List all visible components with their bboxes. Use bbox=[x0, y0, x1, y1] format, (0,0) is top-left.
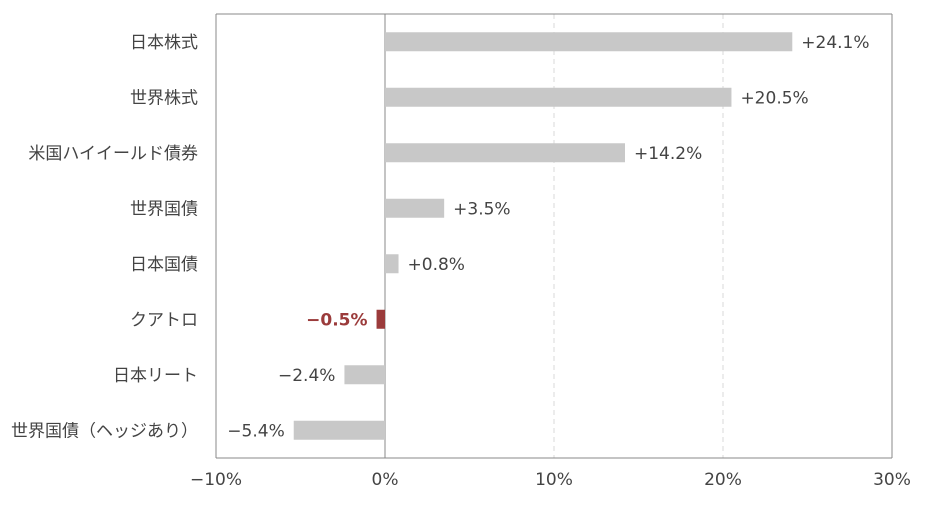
category-label: クアトロ bbox=[130, 310, 198, 330]
value-label: −2.4% bbox=[278, 366, 335, 386]
x-tick-label: −10% bbox=[190, 470, 242, 490]
bar bbox=[344, 365, 385, 385]
value-label: +0.8% bbox=[408, 255, 465, 275]
category-label: 日本国債 bbox=[130, 255, 198, 275]
category-label: 世界国債 bbox=[130, 199, 198, 219]
x-tick-label: 10% bbox=[535, 470, 573, 490]
bar bbox=[293, 420, 385, 440]
bar bbox=[385, 254, 399, 274]
value-label: +24.1% bbox=[801, 33, 869, 53]
category-label: 日本株式 bbox=[130, 33, 198, 53]
x-tick-label: 0% bbox=[372, 470, 399, 490]
bar bbox=[385, 143, 625, 163]
category-label: 世界株式 bbox=[130, 88, 198, 108]
value-label: −5.4% bbox=[227, 421, 284, 441]
value-label: −0.5% bbox=[306, 310, 367, 330]
value-label: +14.2% bbox=[634, 144, 702, 164]
bar bbox=[385, 87, 732, 107]
value-label: +3.5% bbox=[453, 199, 510, 219]
category-label: 米国ハイイールド債券 bbox=[28, 144, 198, 164]
bar bbox=[385, 32, 793, 52]
bar bbox=[376, 309, 385, 329]
bar bbox=[385, 198, 445, 218]
category-label: 世界国債（ヘッジあり） bbox=[11, 421, 198, 441]
category-label: 日本リート bbox=[113, 366, 198, 386]
value-label: +20.5% bbox=[740, 88, 808, 108]
x-tick-label: 30% bbox=[873, 470, 911, 490]
x-tick-label: 20% bbox=[704, 470, 742, 490]
